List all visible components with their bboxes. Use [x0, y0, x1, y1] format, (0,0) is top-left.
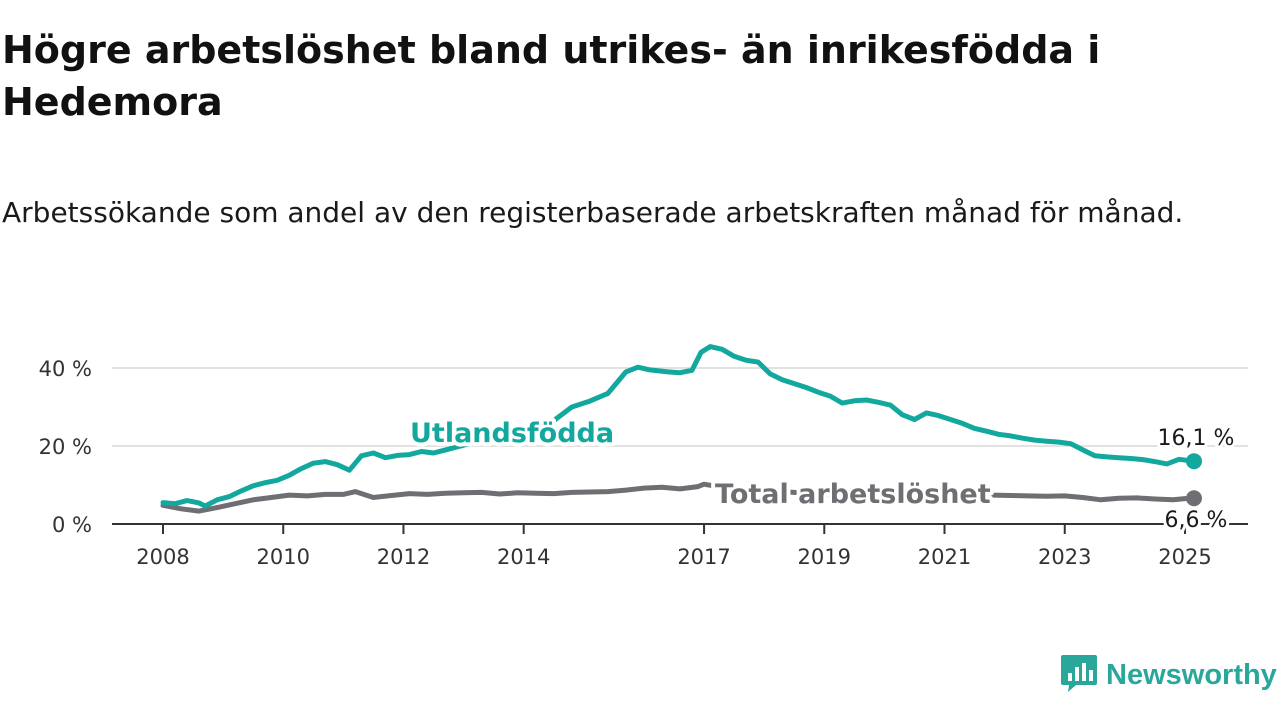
- y-tick-label: 0 %: [52, 513, 92, 537]
- x-tick-label: 2025: [1158, 545, 1211, 569]
- x-tick-label: 2017: [677, 545, 730, 569]
- x-tick-label: 2008: [136, 545, 189, 569]
- chart-subtitle: Arbetssökande som andel av den registerb…: [2, 196, 1184, 229]
- y-tick-label: 20 %: [39, 435, 92, 459]
- total-end-dot: [1185, 490, 1202, 507]
- total-line: [160, 481, 1197, 514]
- x-tick-label: 2010: [257, 545, 310, 569]
- y-tick-label: 40 %: [39, 357, 92, 381]
- series-labels: Utlandsfödda Total arbetslöshet 16,1 % 6,6 …: [406, 414, 1237, 536]
- x-axis: 2008 2010 2012 2014 2017 2019 2021 2023 2025: [136, 524, 1212, 569]
- y-axis: 0 % 20 % 40 %: [39, 357, 92, 537]
- newsworthy-logo: Newsworthy: [1060, 655, 1277, 695]
- x-tick-label: 2023: [1038, 545, 1091, 569]
- chart-title: Högre arbetslöshet bland utrikes- än inr…: [2, 28, 1101, 124]
- x-tick-label: 2012: [377, 545, 430, 569]
- series-lines: [160, 344, 1202, 514]
- total-end-value: 6,6 %: [1165, 508, 1228, 533]
- utlandsfodda-end-value: 16,1 %: [1158, 426, 1235, 451]
- utlandsfodda-line: [160, 344, 1197, 509]
- total-label: Total arbetslöshet: [715, 479, 991, 510]
- bar-chart-chat-icon: [1060, 653, 1098, 697]
- utlandsfodda-end-dot: [1185, 453, 1202, 470]
- utlandsfodda-label: Utlandsfödda: [410, 418, 614, 449]
- x-tick-label: 2019: [798, 545, 851, 569]
- x-tick-label: 2021: [918, 545, 971, 569]
- grid-lines: [112, 367, 1248, 525]
- brand-name: Newsworthy: [1106, 658, 1277, 691]
- x-tick-label: 2014: [497, 545, 550, 569]
